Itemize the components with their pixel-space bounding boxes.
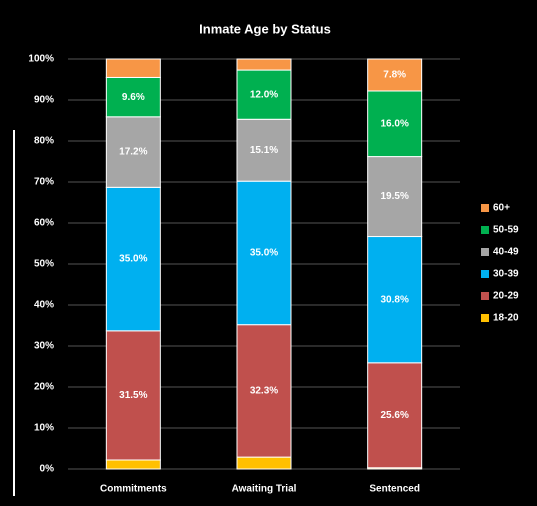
legend-label: 30-39 bbox=[493, 269, 519, 280]
bar-segment bbox=[367, 156, 423, 238]
data-label: 31.5% bbox=[119, 390, 147, 401]
legend-label: 40-49 bbox=[493, 247, 519, 258]
y-tick-label: 50% bbox=[34, 259, 54, 270]
y-tick-label: 80% bbox=[34, 136, 54, 147]
data-label: 30.8% bbox=[380, 294, 408, 305]
bar-segment bbox=[236, 180, 292, 326]
data-label: 7.8% bbox=[383, 70, 406, 81]
data-label: 12.0% bbox=[250, 89, 278, 100]
bar-segment bbox=[105, 330, 161, 461]
bar-segment bbox=[236, 324, 292, 458]
y-tick-label: 90% bbox=[34, 95, 54, 106]
legend-swatch bbox=[481, 292, 489, 300]
legend-label: 18-20 bbox=[493, 313, 519, 324]
data-label: 35.0% bbox=[250, 248, 278, 259]
legend-swatch bbox=[481, 204, 489, 212]
data-label: 35.0% bbox=[119, 254, 147, 265]
y-tick-label: 30% bbox=[34, 341, 54, 352]
data-label: 16.0% bbox=[380, 118, 408, 129]
bar-segment bbox=[105, 116, 161, 188]
bar-segment bbox=[236, 456, 292, 470]
y-tick-label: 0% bbox=[40, 464, 55, 475]
data-label: 32.3% bbox=[250, 386, 278, 397]
legend-swatch bbox=[481, 226, 489, 234]
legend-swatch bbox=[481, 248, 489, 256]
legend-label: 60+ bbox=[493, 203, 510, 214]
legend-swatch bbox=[481, 314, 489, 322]
y-tick-label: 40% bbox=[34, 300, 54, 311]
bar-segment bbox=[367, 58, 423, 92]
chart-title: Inmate Age by Status bbox=[199, 21, 331, 36]
legend-label: 20-29 bbox=[493, 291, 519, 302]
y-tick-label: 70% bbox=[34, 177, 54, 188]
bar-segment bbox=[236, 58, 292, 71]
y-tick-label: 20% bbox=[34, 382, 54, 393]
data-label: 15.1% bbox=[250, 145, 278, 156]
y-tick-label: 60% bbox=[34, 218, 54, 229]
bar-segment bbox=[105, 186, 161, 332]
y-tick-label: 100% bbox=[28, 54, 54, 65]
legend-label: 50-59 bbox=[493, 225, 519, 236]
bar-segment bbox=[236, 69, 292, 120]
legend-swatch bbox=[481, 270, 489, 278]
bar-segment bbox=[105, 76, 161, 118]
bar-segment bbox=[105, 459, 161, 470]
y-tick-label: 10% bbox=[34, 423, 54, 434]
data-label: 17.2% bbox=[119, 147, 147, 158]
bar-segment bbox=[367, 362, 423, 469]
data-label: 9.6% bbox=[122, 92, 145, 103]
data-label: 19.5% bbox=[380, 191, 408, 202]
bar-segment bbox=[367, 236, 423, 364]
x-tick-label: Awaiting Trial bbox=[232, 484, 297, 495]
x-tick-label: Sentenced bbox=[369, 484, 420, 495]
bar-segment bbox=[105, 58, 161, 78]
data-label: 25.6% bbox=[380, 410, 408, 421]
x-tick-label: Commitments bbox=[100, 484, 167, 495]
